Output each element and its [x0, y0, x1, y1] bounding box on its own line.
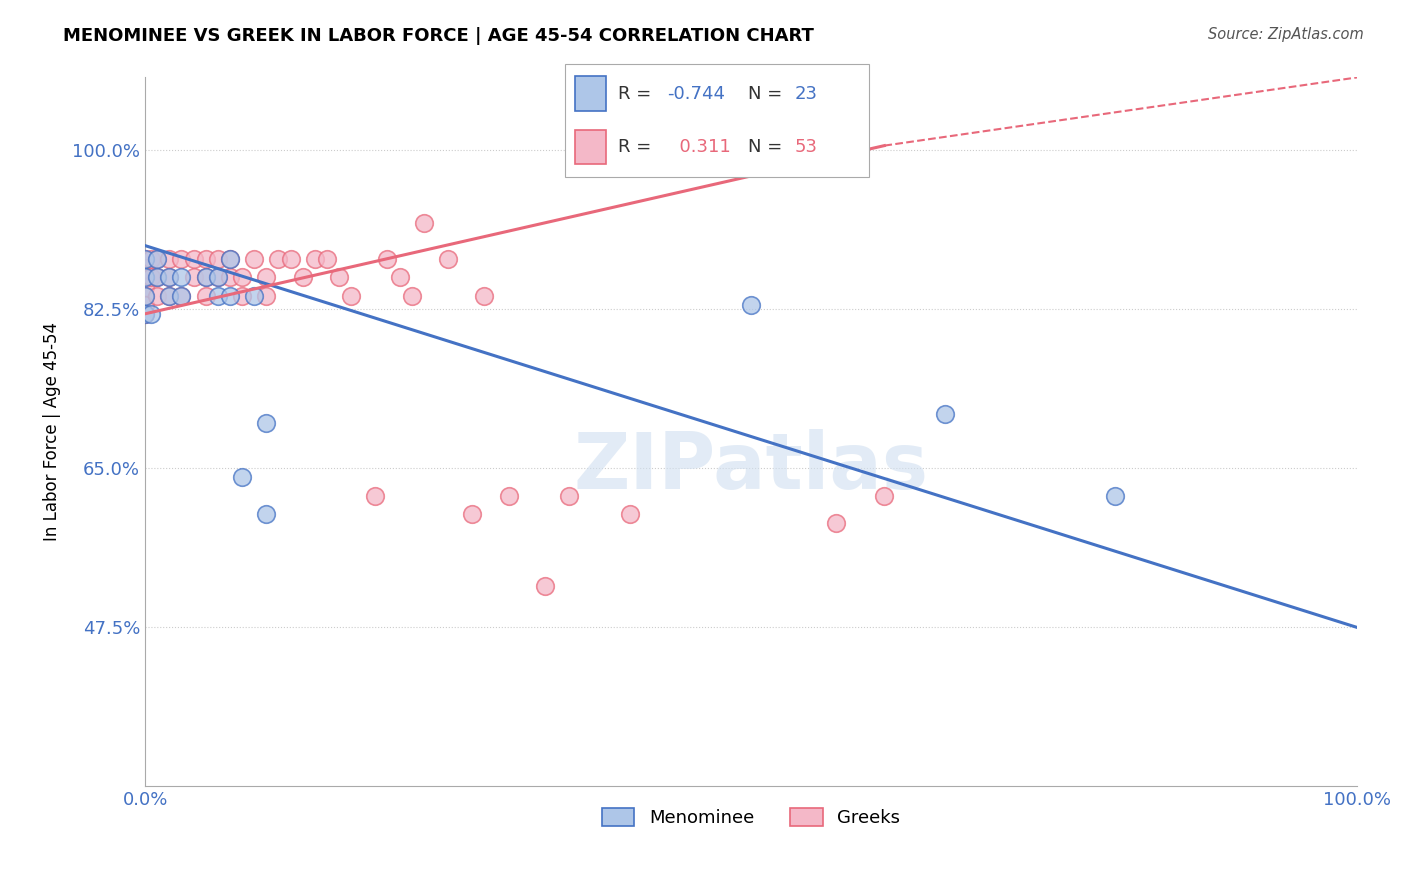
Point [267, 252, 290, 267]
Point [194, 252, 217, 267]
Point [231, 270, 253, 285]
Point [315, 252, 337, 267]
Point [157, 288, 180, 302]
Point [134, 279, 156, 293]
Point [219, 252, 242, 267]
FancyBboxPatch shape [575, 77, 606, 112]
Point [569, 143, 592, 157]
Point [254, 288, 277, 302]
Point [207, 270, 229, 285]
Point [157, 270, 180, 285]
Point [194, 270, 217, 285]
Point [280, 252, 302, 267]
Text: R =: R = [619, 85, 657, 103]
Point [134, 261, 156, 276]
Point [194, 288, 217, 302]
Point [825, 516, 848, 530]
Point [534, 580, 557, 594]
Point [194, 270, 217, 285]
Text: 53: 53 [794, 138, 817, 156]
Text: N =: N = [748, 138, 787, 156]
Point [934, 407, 956, 421]
Point [219, 270, 242, 285]
Point [157, 288, 180, 302]
Point [461, 507, 484, 521]
Point [183, 270, 205, 285]
Text: ZIPatlas: ZIPatlas [574, 429, 928, 506]
Point [219, 288, 242, 302]
Text: 23: 23 [794, 85, 817, 103]
Point [157, 270, 180, 285]
Point [134, 252, 156, 267]
Point [243, 252, 266, 267]
Point [437, 252, 460, 267]
Text: N =: N = [748, 85, 787, 103]
Point [377, 252, 399, 267]
Point [146, 288, 169, 302]
Point [254, 416, 277, 430]
Text: R =: R = [619, 138, 657, 156]
Legend: Menominee, Greeks: Menominee, Greeks [595, 800, 907, 834]
Point [231, 288, 253, 302]
Point [364, 489, 387, 503]
Point [146, 252, 169, 267]
Point [328, 270, 350, 285]
Point [134, 288, 156, 302]
Point [170, 270, 193, 285]
Point [474, 288, 496, 302]
Point [243, 288, 266, 302]
Point [134, 307, 156, 321]
Point [498, 489, 520, 503]
Point [134, 298, 156, 312]
Text: 0.311: 0.311 [668, 138, 730, 156]
Point [873, 489, 896, 503]
Point [558, 489, 581, 503]
Point [304, 252, 326, 267]
Point [619, 507, 641, 521]
Text: Source: ZipAtlas.com: Source: ZipAtlas.com [1208, 27, 1364, 42]
Point [183, 252, 205, 267]
Text: MENOMINEE VS GREEK IN LABOR FORCE | AGE 45-54 CORRELATION CHART: MENOMINEE VS GREEK IN LABOR FORCE | AGE … [63, 27, 814, 45]
Point [401, 288, 423, 302]
Y-axis label: In Labor Force | Age 45-54: In Labor Force | Age 45-54 [44, 323, 60, 541]
Point [340, 288, 363, 302]
Point [388, 270, 411, 285]
Point [1104, 489, 1126, 503]
Point [170, 252, 193, 267]
Point [219, 252, 242, 267]
Point [146, 270, 169, 285]
Point [146, 252, 169, 267]
Point [134, 307, 156, 321]
Point [170, 288, 193, 302]
Point [740, 298, 762, 312]
Point [254, 270, 277, 285]
Point [254, 507, 277, 521]
FancyBboxPatch shape [575, 129, 606, 164]
Point [207, 270, 229, 285]
Point [157, 252, 180, 267]
FancyBboxPatch shape [565, 63, 869, 178]
Point [134, 252, 156, 267]
Point [291, 270, 314, 285]
Point [207, 252, 229, 267]
Point [231, 470, 253, 484]
Point [146, 270, 169, 285]
Point [134, 270, 156, 285]
Point [134, 270, 156, 285]
Point [412, 216, 434, 230]
Point [141, 270, 163, 285]
Point [141, 252, 163, 267]
Point [141, 307, 163, 321]
Point [207, 288, 229, 302]
Text: -0.744: -0.744 [668, 85, 725, 103]
Point [170, 288, 193, 302]
Point [134, 288, 156, 302]
